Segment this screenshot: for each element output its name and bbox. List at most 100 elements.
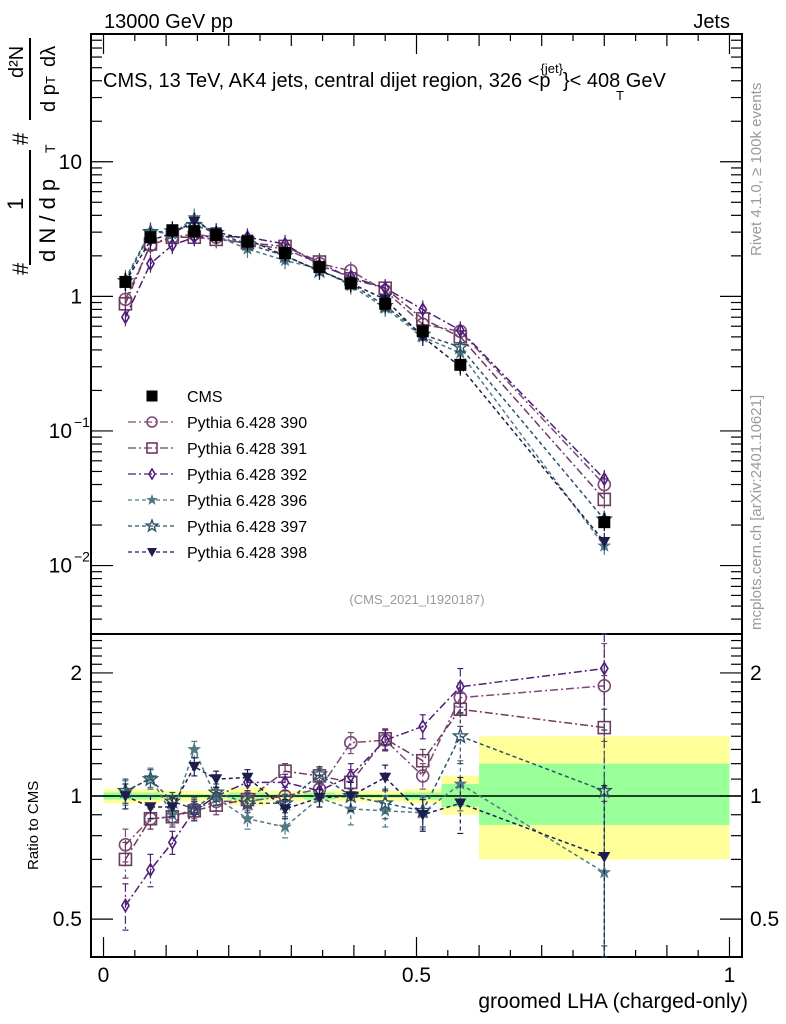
- square-filled-marker: [344, 277, 357, 290]
- square-filled-marker: [241, 235, 254, 248]
- diamond-open-marker: [455, 679, 465, 695]
- diamond-open-marker: [599, 471, 609, 487]
- series-cms: [119, 221, 611, 532]
- legend-label: Pythia 6.428 397: [187, 519, 307, 536]
- y-tick-label-exponent: −1: [74, 414, 90, 430]
- diamond-open-marker: [599, 660, 609, 677]
- legend-label: Pythia 6.428 390: [187, 415, 307, 432]
- header-left: 13000 GeV pp: [104, 11, 233, 33]
- legend-item: Pythia 6.428 391: [128, 441, 307, 458]
- legend-label: CMS: [187, 389, 223, 406]
- triangle-down-filled-marker: [313, 793, 326, 804]
- triangle-down-filled-marker: [416, 809, 429, 821]
- diamond-open-marker: [418, 718, 428, 734]
- circle-open-marker: [146, 416, 158, 428]
- header-right: Jets: [693, 11, 730, 33]
- diamond-open-marker: [280, 774, 290, 790]
- ratio-y-ticks: [91, 639, 742, 920]
- diamond-open-marker: [418, 301, 428, 317]
- plot-title-main: CMS, 13 TeV, AK4 jets, central dijet reg…: [103, 70, 551, 92]
- triangle-down-filled-marker: [188, 216, 201, 228]
- ratio-y-tick-label-right: 2: [750, 662, 762, 685]
- triangle-down-filled-marker: [279, 804, 292, 815]
- triangle-down-filled-marker: [210, 774, 223, 786]
- square-open-marker: [146, 442, 158, 454]
- diamond-open-marker: [148, 467, 156, 481]
- square-open-marker: [597, 492, 612, 507]
- x-tick-label: 0.5: [402, 964, 431, 987]
- triangle-down-filled-marker: [598, 852, 611, 863]
- plot-title-sup: {jet}: [541, 61, 564, 76]
- ratio-y-axis-label: Ratio to CMS: [25, 781, 42, 870]
- main-frame: [90, 33, 743, 635]
- x-tick-labels: 0 0.5 1: [98, 964, 736, 987]
- x-tick-label: 0: [98, 964, 110, 987]
- legend-label: Pythia 6.428 391: [187, 441, 307, 458]
- x-tick-label: 1: [724, 964, 736, 987]
- ylabel-den: d N / d p: [35, 179, 60, 262]
- star-filled-marker: [453, 776, 468, 790]
- diamond-open-marker: [167, 834, 177, 851]
- legend-item: Pythia 6.428 390: [128, 415, 307, 432]
- triangle-down-filled-marker: [241, 772, 254, 784]
- diamond-open-marker: [145, 862, 155, 878]
- y-tick-label: 10: [49, 420, 72, 443]
- star-filled-marker: [187, 742, 202, 756]
- triangle-down-filled-marker: [598, 537, 611, 548]
- main-y-axis-label: # 1 d N / d p T # d²N d p T dλ: [3, 38, 60, 275]
- ratio-y-tick-labels-left: 210.5: [53, 662, 82, 931]
- plot-title-sub: T: [616, 88, 624, 103]
- star-filled-marker: [146, 494, 158, 505]
- ylabel-den-sub: T: [42, 144, 58, 153]
- square-filled-marker: [313, 261, 326, 274]
- diamond-open-marker: [455, 322, 465, 338]
- triangle-down-filled-marker: [144, 802, 157, 814]
- ylabel-one: 1: [3, 198, 28, 210]
- star-open-marker: [141, 769, 160, 787]
- legend-item: Pythia 6.428 397: [128, 518, 307, 536]
- diamond-open-marker: [167, 237, 177, 253]
- ylabel-r-den-tail: dλ: [38, 46, 60, 67]
- mcplots-label: mcplots.cern.ch [arXiv:2401.10621]: [748, 395, 765, 630]
- ratio-plot: 210.5 210.5 0 0.5 1 Ratio to CMS groomed L…: [25, 633, 779, 1013]
- ylabel-r-num: d²N: [6, 46, 28, 78]
- ratio-x-ticks: [102, 937, 731, 957]
- legend-label: Pythia 6.428 392: [187, 467, 307, 484]
- ratio-y-tick-label: 1: [70, 785, 82, 808]
- legend-item: CMS: [146, 389, 223, 406]
- rivet-label: Rivet 4.1.0, ≥ 100k events: [748, 83, 765, 256]
- ratio-y-tick-label: 2: [70, 662, 82, 685]
- square-filled-marker: [598, 516, 611, 529]
- legend: CMS Pythia 6.428 390 Pythia 6.428 391 Pythi…: [128, 389, 307, 562]
- y-tick-label-exponent: −2: [74, 549, 90, 565]
- ratio-series-pythia-6-428-398: [119, 757, 611, 958]
- star-open-marker: [451, 727, 470, 744]
- ratio-y-tick-label: 0.5: [53, 908, 82, 931]
- star-open-marker: [376, 794, 394, 811]
- triangle-down-filled-marker: [379, 772, 392, 784]
- star-open-marker: [144, 518, 160, 533]
- x-axis-label: groomed LHA (charged-only): [478, 990, 748, 1013]
- square-filled-marker: [144, 231, 157, 244]
- square-filled-marker: [210, 229, 223, 242]
- triangle-down-filled-marker: [344, 791, 357, 803]
- star-open-marker: [238, 794, 257, 811]
- square-filled-marker: [146, 390, 158, 402]
- series-line: [124, 236, 605, 500]
- triangle-down-filled-marker: [147, 548, 157, 557]
- triangle-down-filled-marker: [166, 802, 179, 814]
- y-tick-label: 10: [49, 555, 72, 578]
- square-filled-marker: [166, 224, 179, 237]
- square-filled-marker: [119, 275, 132, 288]
- diamond-open-marker: [145, 256, 155, 272]
- legend-label: Pythia 6.428 396: [187, 493, 307, 510]
- ratio-series: [116, 633, 614, 958]
- square-filled-marker: [279, 246, 292, 259]
- ylabel-r-den-sub: T: [43, 76, 58, 84]
- triangle-down-filled-marker: [188, 761, 201, 773]
- diamond-open-marker: [120, 897, 130, 914]
- legend-item: Pythia 6.428 398: [128, 545, 307, 562]
- star-open-marker: [451, 337, 470, 355]
- star-open-marker: [310, 765, 329, 782]
